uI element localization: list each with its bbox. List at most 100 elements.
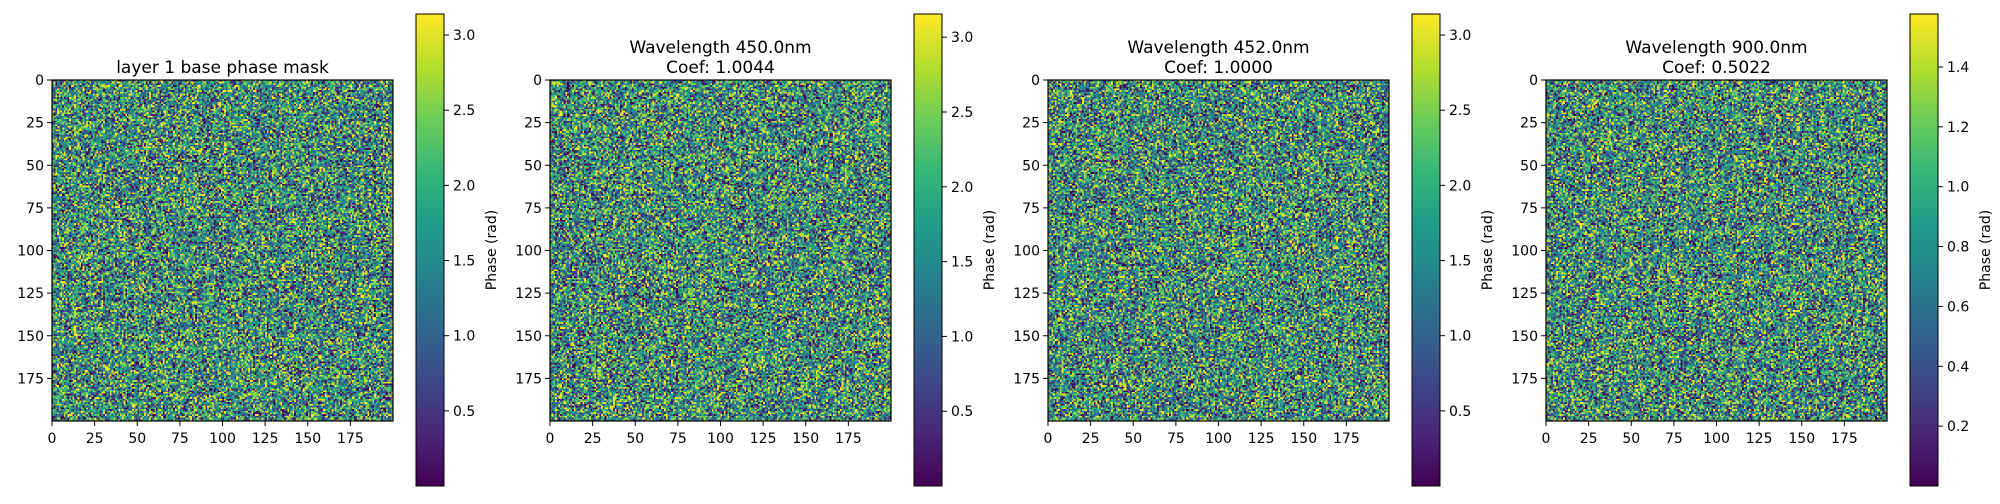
colorbar-tick-label: 2.0 [453, 178, 475, 194]
colorbar-label: Phase (rad) [1978, 210, 1994, 290]
colorbar-tick-label: 1.0 [951, 329, 973, 345]
x-tick-label: 75 [1665, 431, 1683, 447]
colorbar-gradient [416, 14, 444, 486]
y-tick-label: 50 [524, 158, 542, 174]
subplot-1: layer 1 base phase mask 0 25 50 75 100 125 150 1… [17, 13, 500, 487]
subplot-title-line: Coef: 1.0044 [666, 58, 775, 78]
y-tick-label: 50 [26, 158, 44, 174]
y-tick-label: 0 [1529, 73, 1538, 89]
subplot-title-line: layer 1 base phase mask [116, 58, 329, 78]
x-tick-label: 125 [252, 431, 279, 447]
subplot-title-line: Coef: 1.0000 [1164, 58, 1273, 78]
y-tick-label: 150 [1013, 329, 1040, 345]
x-tick-label: 150 [1290, 431, 1317, 447]
colorbar-tick-label: 0.2 [1947, 419, 1969, 435]
subplot-title-line: Wavelength 452.0nm [1127, 38, 1309, 58]
x-tick-label: 0 [546, 431, 555, 447]
x-tick-label: 175 [835, 431, 862, 447]
x-tick-label: 0 [1044, 431, 1053, 447]
x-tick-label: 0 [1542, 431, 1551, 447]
colorbar-tick-label: 0.4 [1947, 359, 1969, 375]
y-tick-label: 125 [515, 286, 542, 302]
y-tick-label: 175 [1511, 371, 1538, 387]
x-tick-label: 125 [750, 431, 777, 447]
y-tick-label: 25 [1520, 116, 1538, 132]
y-tick-label: 150 [515, 329, 542, 345]
colorbar-gradient [1910, 14, 1938, 486]
y-tick-label: 50 [1520, 158, 1538, 174]
colorbar-tick-label: 1.5 [1449, 254, 1471, 270]
colorbar-tick-label: 0.5 [951, 404, 973, 420]
colorbar-label: Phase (rad) [982, 210, 998, 290]
x-tick-label: 25 [1082, 431, 1100, 447]
y-tick-label: 75 [524, 201, 542, 217]
x-tick-label: 100 [707, 431, 734, 447]
x-tick-label: 175 [1831, 431, 1858, 447]
colorbar-tick-label: 0.5 [1449, 404, 1471, 420]
colorbar-label: Phase (rad) [484, 210, 500, 290]
subplot-title-line: Wavelength 900.0nm [1625, 38, 1807, 58]
phase-heatmap-image [1048, 80, 1389, 421]
colorbar-tick-label: 1.5 [453, 254, 475, 270]
x-tick-label: 100 [1703, 431, 1730, 447]
colorbar-gradient [1412, 14, 1440, 486]
y-tick-label: 125 [1013, 286, 1040, 302]
colorbar-tick-label: 2.5 [951, 105, 973, 121]
colorbar-tick-label: 3.0 [453, 28, 475, 44]
y-tick-label: 100 [515, 244, 542, 260]
y-tick-label: 175 [17, 371, 44, 387]
colorbar-frame [415, 13, 445, 487]
x-tick-label: 175 [1333, 431, 1360, 447]
y-tick-label: 25 [524, 116, 542, 132]
x-tick-label: 100 [209, 431, 236, 447]
x-tick-label: 150 [1788, 431, 1815, 447]
x-tick-label: 75 [669, 431, 687, 447]
y-tick-label: 150 [1511, 329, 1538, 345]
x-tick-label: 50 [1622, 431, 1640, 447]
phase-heatmap-image [1546, 80, 1887, 421]
x-tick-label: 175 [337, 431, 364, 447]
colorbar: 0.2 0.4 0.6 0.8 1.0 1.2 1.4 Phase (rad) [1909, 13, 1994, 487]
x-tick-label: 150 [294, 431, 321, 447]
y-tick-label: 25 [26, 116, 44, 132]
subplot-title-line: Coef: 0.5022 [1662, 58, 1771, 78]
colorbar-tick-label: 1.4 [1947, 60, 1969, 76]
colorbar-label: Phase (rad) [1480, 210, 1496, 290]
x-tick-label: 25 [1580, 431, 1598, 447]
x-tick-label: 75 [171, 431, 189, 447]
y-tick-label: 175 [515, 371, 542, 387]
x-tick-label: 150 [792, 431, 819, 447]
phase-heatmap-image [52, 80, 393, 421]
y-tick-label: 75 [26, 201, 44, 217]
colorbar-tick-label: 0.6 [1947, 299, 1969, 315]
colorbar-tick-label: 3.0 [1449, 28, 1471, 44]
colorbar-tick-label: 1.0 [453, 329, 475, 345]
y-tick-label: 0 [1031, 73, 1040, 89]
y-tick-label: 75 [1022, 201, 1040, 217]
colorbar: 0.5 1.0 1.5 2.0 2.5 3.0 Phase (rad) [415, 13, 500, 487]
colorbar-tick-label: 1.5 [951, 255, 973, 271]
y-tick-label: 25 [1022, 116, 1040, 132]
x-tick-label: 0 [48, 431, 57, 447]
x-tick-label: 125 [1248, 431, 1275, 447]
x-tick-label: 100 [1205, 431, 1232, 447]
x-tick-label: 25 [86, 431, 104, 447]
colorbar-tick-label: 2.0 [1449, 178, 1471, 194]
x-tick-label: 75 [1167, 431, 1185, 447]
y-tick-label: 0 [35, 73, 44, 89]
colorbar-tick-label: 2.5 [453, 103, 475, 119]
y-tick-label: 100 [1013, 244, 1040, 260]
y-tick-label: 0 [533, 73, 542, 89]
colorbar-tick-label: 2.5 [1449, 103, 1471, 119]
subplot-title-line: Wavelength 450.0nm [629, 38, 811, 58]
colorbar-tick-label: 3.0 [951, 30, 973, 46]
colorbar-frame [913, 13, 943, 487]
colorbar-tick-label: 1.0 [1449, 329, 1471, 345]
y-tick-label: 100 [1511, 244, 1538, 260]
x-tick-label: 125 [1746, 431, 1773, 447]
